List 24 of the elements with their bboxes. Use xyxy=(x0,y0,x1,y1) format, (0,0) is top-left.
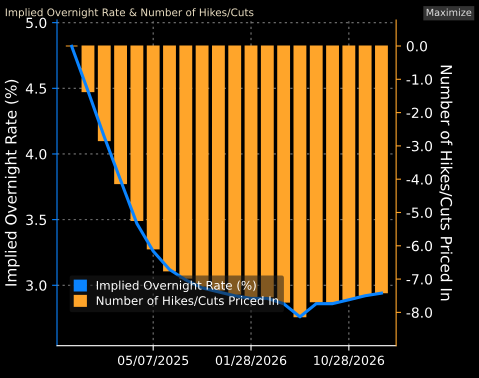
y2-tick-label: -5.0 xyxy=(406,207,432,218)
x-tick-label: 01/28/2026 xyxy=(216,356,286,366)
line-series xyxy=(70,44,383,318)
y2-tick-label: -2.0 xyxy=(406,108,432,118)
y2-tick-label: -8.0 xyxy=(406,307,432,318)
y-axis-title: Implied Overnight Rate (%) xyxy=(4,80,20,286)
y2-tick-label: -6.0 xyxy=(406,240,432,252)
text: Maximize xyxy=(426,8,472,16)
legend-label: Number of Hikes/Cuts Priced In xyxy=(96,296,278,306)
legend-label: Implied Overnight Rate (%) xyxy=(96,280,256,292)
y-tick-label: 3.5 xyxy=(26,214,46,226)
y2-tick-label: -4.0 xyxy=(406,174,432,185)
chart-title: Implied Overnight Rate & Number of Hikes/Cuts xyxy=(6,8,254,18)
y2-tick-label: -7.0 xyxy=(406,274,432,285)
y-tick-label: 3.0 xyxy=(26,280,46,291)
y-tick-label: 5.0 xyxy=(26,18,46,28)
x-tick-label: 05/07/2025 xyxy=(118,356,188,366)
y2-axis-title: Number of Hikes/Cuts Priced In xyxy=(439,66,452,300)
x-tick-label: 10/28/2026 xyxy=(314,356,384,366)
y-tick-label: 4.5 xyxy=(26,83,46,94)
y2-tick-label: -3.0 xyxy=(406,140,432,152)
y2-tick-label: 0.0 xyxy=(406,40,428,52)
y2-tick-label: -1.0 xyxy=(406,74,432,85)
y-tick-label: 4.0 xyxy=(26,148,46,160)
